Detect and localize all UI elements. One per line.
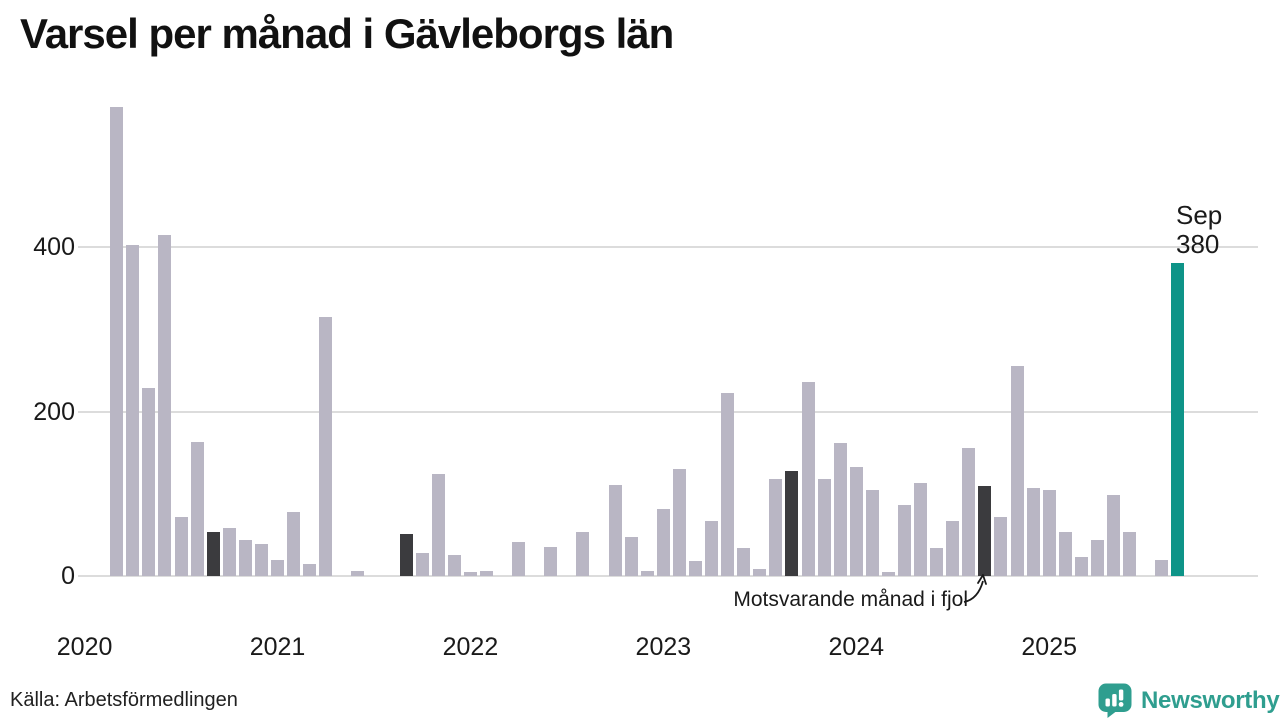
bar-2023-05 [721, 393, 735, 576]
current-bar-label-month: Sep [1176, 200, 1223, 230]
bar-2023-08 [769, 478, 783, 576]
bar-2021-02 [287, 511, 301, 576]
current-bar-label: Sep 380 [1176, 201, 1222, 259]
newsworthy-speech-bubble-bar-chart-icon [1098, 683, 1132, 718]
bar-2020-05 [142, 388, 156, 576]
bar-2024-12 [1026, 487, 1040, 576]
bar-2025-03 [1074, 557, 1088, 576]
x-axis-tick-2025: 2025 [1021, 633, 1078, 661]
bar-2020-09 [206, 531, 220, 576]
x-axis-tick-2020: 2020 [56, 633, 113, 661]
bar-2021-11 [431, 474, 445, 576]
bar-2020-07 [174, 516, 188, 576]
bar-2020-11 [238, 539, 252, 576]
bar-2021-06 [351, 571, 365, 576]
bar-2020-06 [158, 234, 172, 576]
bar-2023-01 [656, 509, 670, 576]
bar-2022-11 [624, 536, 638, 576]
annotation-text: Motsvarande månad i fjol [733, 588, 968, 611]
bar-2024-09 [978, 486, 992, 576]
bar-2024-11 [1010, 366, 1024, 576]
bar-2022-02 [480, 571, 494, 576]
gridline-200 [78, 410, 1258, 413]
gridline-0 [78, 575, 1258, 577]
bar-2024-01 [849, 467, 863, 576]
bar-2023-12 [833, 442, 847, 576]
bar-2023-02 [672, 469, 686, 576]
bar-2020-04 [126, 244, 140, 576]
bar-2025-05 [1107, 495, 1121, 576]
bar-2021-12 [447, 554, 461, 576]
bar-2022-04 [512, 542, 526, 576]
bar-2024-03 [881, 571, 895, 576]
source-caption: Källa: Arbetsförmedlingen [10, 689, 238, 711]
bar-2025-04 [1090, 539, 1104, 576]
bar-2020-03 [110, 107, 124, 576]
x-axis-tick-2021: 2021 [249, 633, 306, 661]
bar-2024-02 [865, 489, 879, 576]
bar-2023-04 [705, 520, 719, 576]
bar-2024-05 [914, 483, 928, 576]
bar-2023-03 [689, 561, 703, 576]
bar-2021-01 [271, 559, 285, 576]
y-axis-tick-0: 0 [61, 562, 75, 590]
bar-2021-09 [399, 534, 413, 576]
bar-2022-10 [608, 484, 622, 576]
bar-2024-04 [898, 505, 912, 576]
bar-2023-07 [753, 568, 767, 576]
x-axis-tick-2022: 2022 [442, 633, 499, 661]
bar-2025-01 [1042, 489, 1056, 576]
bar-2025-06 [1123, 531, 1137, 576]
bar-2023-10 [801, 381, 815, 576]
bar-2021-04 [319, 316, 333, 576]
bar-2024-07 [946, 520, 960, 576]
bar-2020-08 [190, 441, 204, 576]
bar-2023-09 [785, 470, 799, 576]
bar-2022-12 [640, 571, 654, 576]
bar-2023-06 [737, 548, 751, 576]
bar-2025-09 [1171, 263, 1185, 576]
bar-2024-08 [962, 447, 976, 576]
y-axis-tick-400: 400 [33, 233, 75, 261]
newsworthy-logo: Newsworthy [1097, 682, 1280, 719]
newsworthy-logo-text: Newsworthy [1141, 686, 1280, 714]
bar-2020-12 [254, 543, 268, 576]
bar-2025-08 [1155, 559, 1169, 576]
bar-2022-01 [463, 571, 477, 576]
bar-2021-10 [415, 552, 429, 576]
bar-2023-11 [817, 478, 831, 576]
bar-2024-06 [930, 548, 944, 576]
page-title: Varsel per månad i Gävleborgs län [20, 10, 674, 57]
bar-2020-10 [222, 528, 236, 576]
y-axis-tick-200: 200 [33, 397, 75, 426]
bar-2022-06 [544, 547, 558, 576]
x-axis-tick-2024: 2024 [828, 633, 885, 661]
bar-2022-08 [576, 532, 590, 576]
x-axis-tick-2023: 2023 [635, 633, 692, 661]
annotation-arrow-icon [963, 574, 987, 603]
bar-2024-10 [994, 516, 1008, 576]
bar-2025-02 [1058, 532, 1072, 576]
gridline-400 [78, 246, 1258, 248]
current-bar-label-value: 380 [1176, 229, 1220, 259]
bar-2021-03 [303, 563, 317, 576]
